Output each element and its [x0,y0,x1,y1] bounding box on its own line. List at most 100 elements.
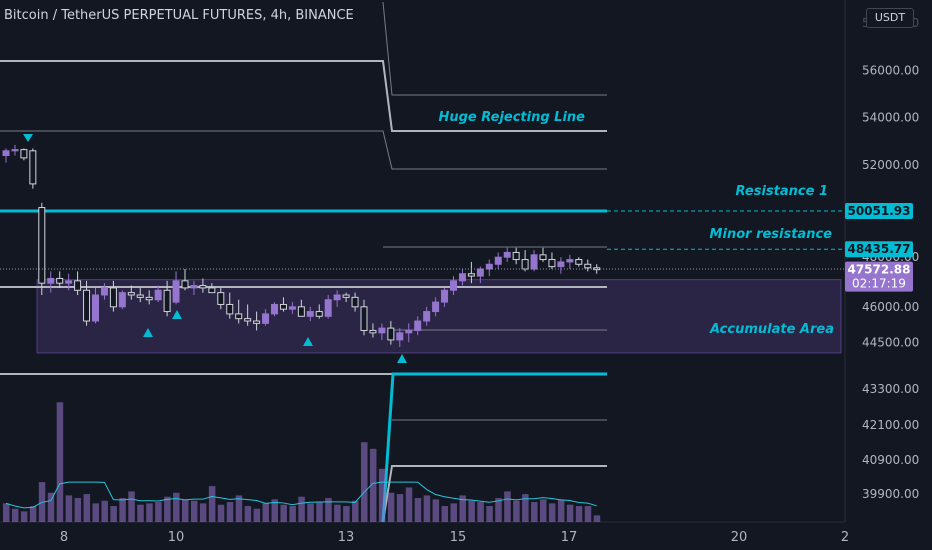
volume-bar [110,506,117,522]
candle-body [100,287,108,296]
candle-body [199,285,207,289]
x-tick-label: 2 [841,530,849,545]
price-label-text: 48435.77 [847,242,910,256]
accumulate-area-zone [36,279,842,354]
volume-bar [432,499,440,522]
candle-body [226,303,234,315]
candle-body [181,280,189,289]
candle-body [154,289,162,301]
price-countdown-text: 02:17:19 [852,277,906,291]
candle-body [271,303,278,315]
candle-body [253,320,261,324]
volume-bar [566,504,574,522]
buy-signal-marker [303,337,313,346]
volume-bar [92,503,99,522]
candle-body [530,254,538,270]
candle-body [217,292,225,305]
rejecting-line [0,60,607,132]
candle-body [136,294,144,298]
x-tick-label: 13 [338,530,355,545]
candle-body [297,306,305,317]
volume-bar [235,495,243,522]
x-tick-label: 8 [60,530,68,545]
volume-bar [199,503,207,522]
support-cyan-line [381,372,607,523]
volume-bar [280,504,287,522]
annotation-label: Minor resistance [710,227,833,242]
symbol-title[interactable]: Bitcoin / TetherUS PERPETUAL FUTURES, 4h… [4,8,354,23]
volume-bar [459,495,466,522]
y-tick-label: 44500.00 [862,335,919,349]
annotation-label: Huge Rejecting Line [438,110,585,125]
volume-bar [164,496,171,522]
candle-body [145,296,153,301]
y-tick-label: 42100.00 [862,418,919,432]
volume-bar [29,506,37,522]
candle-body [539,254,547,261]
candle-body [288,306,296,310]
candle-body [74,280,82,291]
candle-body [83,289,91,322]
volume-bar [325,498,332,522]
y-tick-label: 46000.00 [862,300,919,314]
volume-bar [217,504,225,522]
volume-bar [387,492,395,522]
volume-bar [298,496,305,522]
volume-average-line [5,481,597,509]
candle-body [458,273,466,282]
candle-body [306,311,314,317]
volume-bar [352,500,359,522]
volume-bar [11,508,19,522]
candle-body [494,256,502,265]
volume-bar [593,515,601,522]
volume-bar [531,502,538,522]
candle-body [557,261,565,268]
volume-bar [182,499,189,522]
volume-bar [405,487,413,522]
volume-bar [307,503,314,522]
volume-bar [414,498,422,522]
volume-bar [369,448,377,522]
candle-body [172,280,180,303]
price-label-box [845,261,913,292]
currency-badge[interactable]: USDT [866,8,914,28]
price-label-text: 50051.93 [847,204,910,218]
volume-bar [3,503,10,522]
candle-body [342,294,350,298]
volume-bar [396,494,404,522]
candle-body [56,277,64,284]
candle-body [279,303,287,310]
candle-body [65,280,73,284]
volume-bar [146,503,153,522]
volume-bar [361,442,368,522]
candle-body [575,259,583,265]
volume-bar [173,492,180,522]
candle-body [11,149,19,152]
candle-body [414,320,422,331]
volume-bar [56,402,64,522]
volume-bar [477,502,484,522]
volume-bar [450,503,457,522]
candle-body [503,251,511,258]
volume-bar [343,506,350,522]
volume-bar [226,502,234,522]
candle-body [190,285,198,289]
candle-body [333,294,341,301]
volume-bar [271,499,278,522]
candle-body [378,327,386,334]
candle-body [118,292,126,308]
candle-body [29,150,37,185]
volume-bar [441,506,449,522]
candle-body [584,263,592,269]
candle-body [432,301,440,313]
rejecting-upper-line [382,1,607,96]
y-tick-label: 40900.00 [862,453,919,467]
candle-body [485,263,493,270]
y-tick-label: 43300.00 [862,382,919,396]
candle-body [396,332,404,341]
candle-body [405,329,413,334]
candle-body [360,306,368,331]
candle-body [441,289,449,303]
annotation-label: Accumulate Area [709,322,834,337]
